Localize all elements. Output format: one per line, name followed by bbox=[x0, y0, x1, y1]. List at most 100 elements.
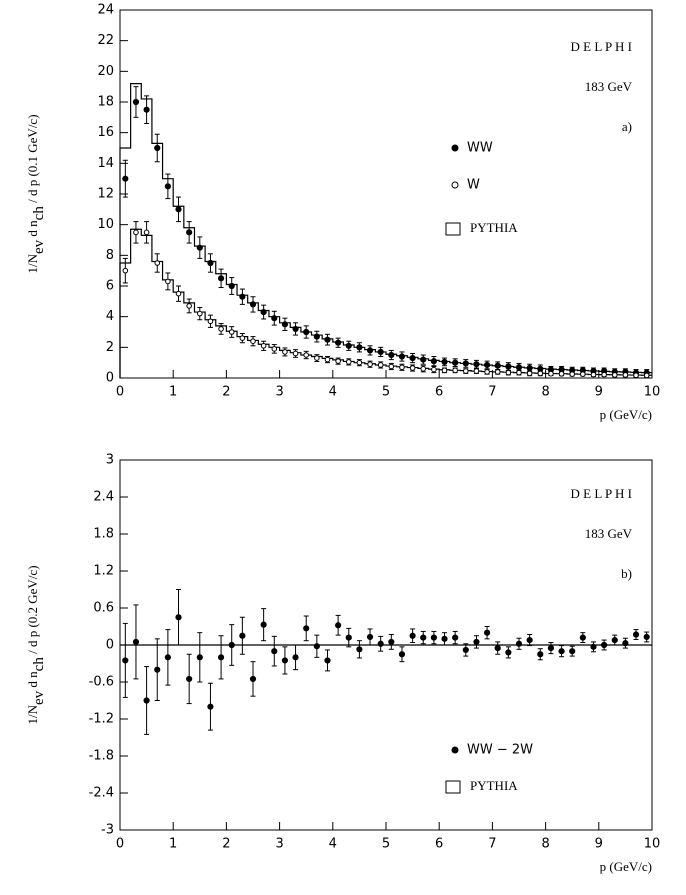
y-tick-label: 22 bbox=[97, 33, 114, 48]
data-point bbox=[622, 640, 629, 647]
x-tick-label: 8 bbox=[541, 385, 549, 400]
data-point bbox=[175, 290, 182, 297]
data-point bbox=[197, 310, 203, 317]
data-point bbox=[217, 654, 225, 661]
x-tick-label: 3 bbox=[275, 837, 283, 852]
data-point bbox=[537, 370, 544, 377]
data-point bbox=[260, 308, 267, 316]
x-tick-label: 0 bbox=[116, 385, 124, 400]
y-axis-label: 1/Nev d nch / d p (0.1 GeV/c) bbox=[25, 114, 47, 273]
plot-frame bbox=[119, 9, 653, 379]
data-point bbox=[409, 354, 416, 362]
data-point bbox=[239, 335, 246, 341]
data-point bbox=[537, 651, 544, 658]
data-point bbox=[292, 654, 299, 661]
data-point bbox=[431, 366, 437, 373]
legend-marker bbox=[445, 780, 461, 794]
data-point bbox=[632, 631, 640, 638]
annotation: D E L P H I bbox=[570, 39, 632, 54]
data-point bbox=[462, 360, 469, 367]
data-point bbox=[473, 361, 480, 368]
data-point bbox=[132, 638, 140, 646]
data-point bbox=[335, 339, 342, 346]
y-tick-label: 10 bbox=[97, 217, 114, 232]
data-point bbox=[239, 293, 246, 300]
y-tick-label: 8 bbox=[106, 248, 114, 263]
y-tick-label: -1.8 bbox=[89, 749, 114, 764]
y-tick-label: -0.6 bbox=[89, 675, 114, 690]
data-point bbox=[569, 371, 576, 377]
data-point bbox=[250, 338, 256, 345]
y-label-part: ch bbox=[31, 657, 47, 672]
y-tick-label: 18 bbox=[97, 95, 114, 110]
x-tick-label: 5 bbox=[382, 385, 390, 400]
data-point bbox=[590, 371, 597, 378]
data-point bbox=[207, 703, 214, 710]
data-point bbox=[186, 303, 192, 309]
x-axis-label: p (GeV/c) bbox=[600, 859, 652, 874]
data-point bbox=[281, 657, 289, 664]
data-point bbox=[228, 641, 235, 649]
data-point bbox=[324, 356, 331, 363]
x-tick-label: 1 bbox=[169, 385, 177, 400]
y-axis-label: 1/Nev d nch / d p (0.2 GeV/c) bbox=[25, 565, 47, 724]
data-point bbox=[345, 634, 352, 641]
y-tick-label: 24 bbox=[97, 3, 114, 18]
data-point bbox=[165, 278, 171, 285]
data-point bbox=[441, 367, 448, 374]
data-point bbox=[484, 369, 490, 375]
x-tick-label: 6 bbox=[435, 837, 443, 852]
data-point bbox=[462, 646, 469, 654]
data-point bbox=[164, 183, 171, 190]
data-point bbox=[303, 328, 310, 336]
data-point bbox=[526, 636, 533, 644]
data-point bbox=[473, 368, 480, 374]
y-tick-label: -1.2 bbox=[89, 712, 114, 727]
data-point bbox=[420, 366, 427, 372]
data-point bbox=[430, 358, 437, 365]
x-tick-label: 3 bbox=[275, 385, 283, 400]
data-point bbox=[303, 625, 310, 632]
x-tick-label: 5 bbox=[382, 837, 390, 852]
data-point bbox=[313, 643, 320, 650]
y-label-part: / d p (0.1 GeV/c) bbox=[25, 114, 40, 206]
data-point bbox=[335, 622, 342, 629]
x-tick-label: 1 bbox=[169, 837, 177, 852]
data-point bbox=[377, 348, 384, 356]
data-point bbox=[633, 372, 639, 379]
data-point bbox=[292, 325, 299, 333]
x-tick-label: 6 bbox=[435, 385, 443, 400]
legend-label: WW bbox=[467, 141, 493, 156]
y-label-part: ch bbox=[31, 206, 47, 221]
y-tick-label: -3 bbox=[101, 823, 114, 838]
data-point bbox=[281, 321, 289, 328]
data-point bbox=[409, 632, 416, 639]
data-point bbox=[441, 358, 448, 365]
data-point bbox=[505, 369, 512, 376]
data-point bbox=[622, 372, 629, 378]
data-point bbox=[196, 654, 203, 661]
x-tick-label: 4 bbox=[329, 385, 337, 400]
y-tick-label: 1.8 bbox=[93, 527, 114, 542]
y-label-part: ev bbox=[31, 690, 47, 705]
data-point bbox=[324, 336, 331, 343]
x-tick-label: 4 bbox=[329, 837, 337, 852]
data-point bbox=[569, 648, 576, 655]
x-tick-label: 2 bbox=[222, 385, 230, 400]
data-point bbox=[601, 641, 608, 649]
data-point bbox=[175, 614, 182, 621]
y-tick-label: 6 bbox=[106, 279, 114, 294]
data-point bbox=[366, 347, 374, 354]
data-point bbox=[260, 343, 267, 349]
data-point bbox=[547, 644, 555, 652]
data-point bbox=[271, 346, 278, 352]
data-point bbox=[643, 372, 650, 379]
x-tick-label: 2 bbox=[222, 837, 230, 852]
data-point bbox=[154, 666, 161, 673]
data-point bbox=[292, 350, 299, 357]
data-point bbox=[611, 372, 618, 378]
data-point bbox=[398, 353, 406, 360]
data-point bbox=[483, 629, 491, 636]
y-label-part: 1/N bbox=[25, 253, 40, 273]
data-point bbox=[356, 646, 363, 653]
